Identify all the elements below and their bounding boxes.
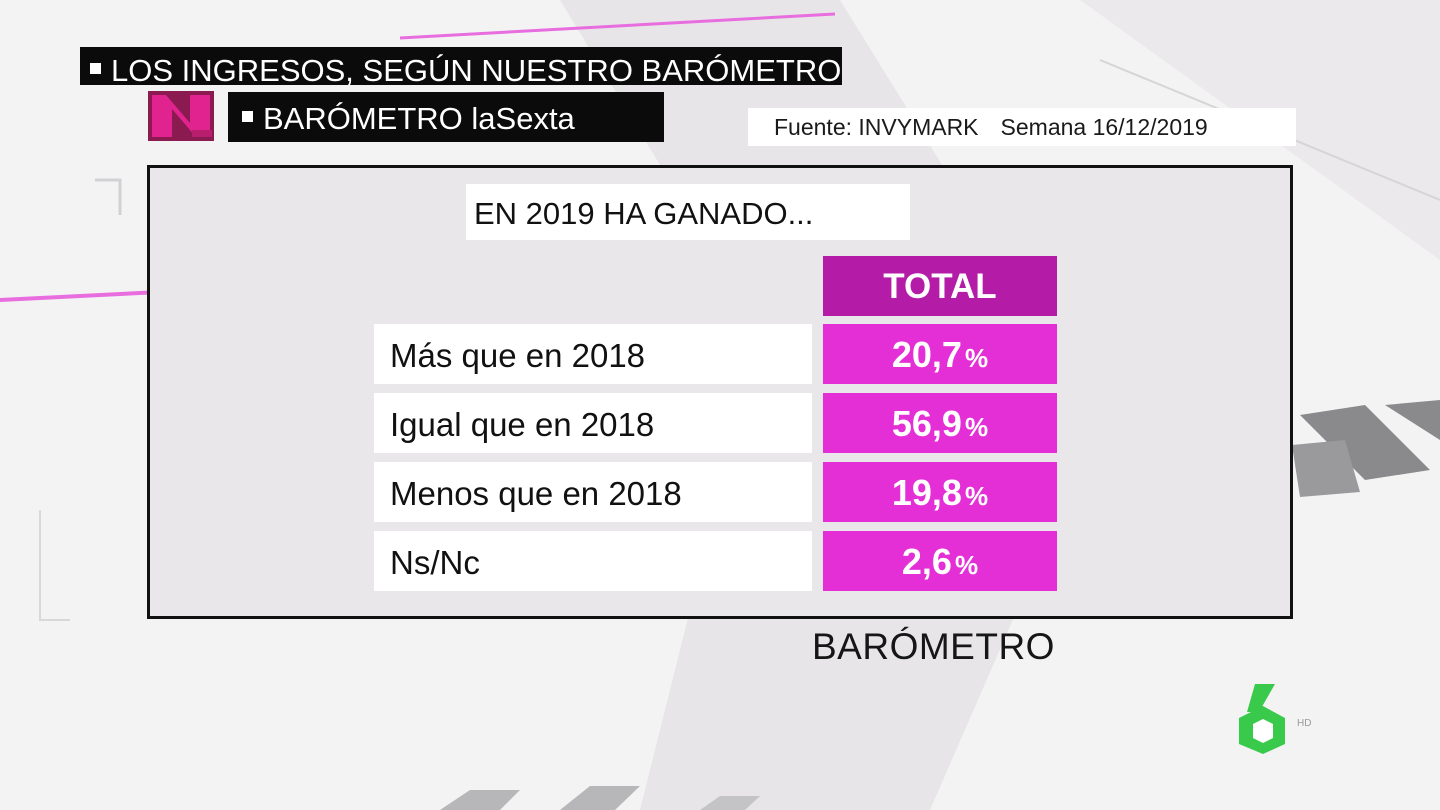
row-label: Menos que en 2018 [374, 462, 812, 522]
section-ticker: BARÓMETRO laSexta [228, 92, 664, 142]
value-number: 56,9 [891, 403, 962, 444]
source-caption: Fuente: INVYMARK Semana 16/12/2019 [748, 108, 1296, 146]
source-semana: Semana 16/12/2019 [1000, 114, 1208, 140]
value-number: 19,8 [891, 472, 962, 513]
column-header-total: TOTAL [823, 256, 1057, 316]
value-unit: % [964, 343, 989, 373]
headline-ticker: LOS INGRESOS, SEGÚN NUESTRO BARÓMETRO [80, 47, 842, 88]
row-value: 20,7% [823, 324, 1057, 384]
row-label: Ns/Nc [374, 531, 812, 591]
noticias-n-logo-icon [148, 91, 214, 141]
row-value: 19,8% [823, 462, 1057, 522]
value-unit: % [954, 550, 979, 580]
value-number: 20,7 [891, 334, 962, 375]
footer-barometro-label: BARÓMETRO [812, 626, 1055, 667]
source-fuente: Fuente: INVYMARK [774, 114, 979, 140]
svg-text:HD: HD [1297, 718, 1311, 729]
value-unit: % [964, 412, 989, 442]
bullet-square-icon [242, 111, 253, 123]
row-value: 2,6% [823, 531, 1057, 591]
row-value: 56,9% [823, 393, 1057, 453]
value-unit: % [964, 481, 989, 511]
value-number: 2,6 [901, 541, 952, 582]
lasexta-six-logo-icon: HD [1239, 684, 1311, 754]
headline-text: LOS INGRESOS, SEGÚN NUESTRO BARÓMETRO [111, 53, 842, 88]
section-text: BARÓMETRO laSexta [263, 101, 575, 136]
row-label: Igual que en 2018 [374, 393, 812, 453]
row-label: Más que en 2018 [374, 324, 812, 384]
chart-title: EN 2019 HA GANADO... [466, 184, 910, 240]
bullet-square-icon [90, 63, 101, 75]
